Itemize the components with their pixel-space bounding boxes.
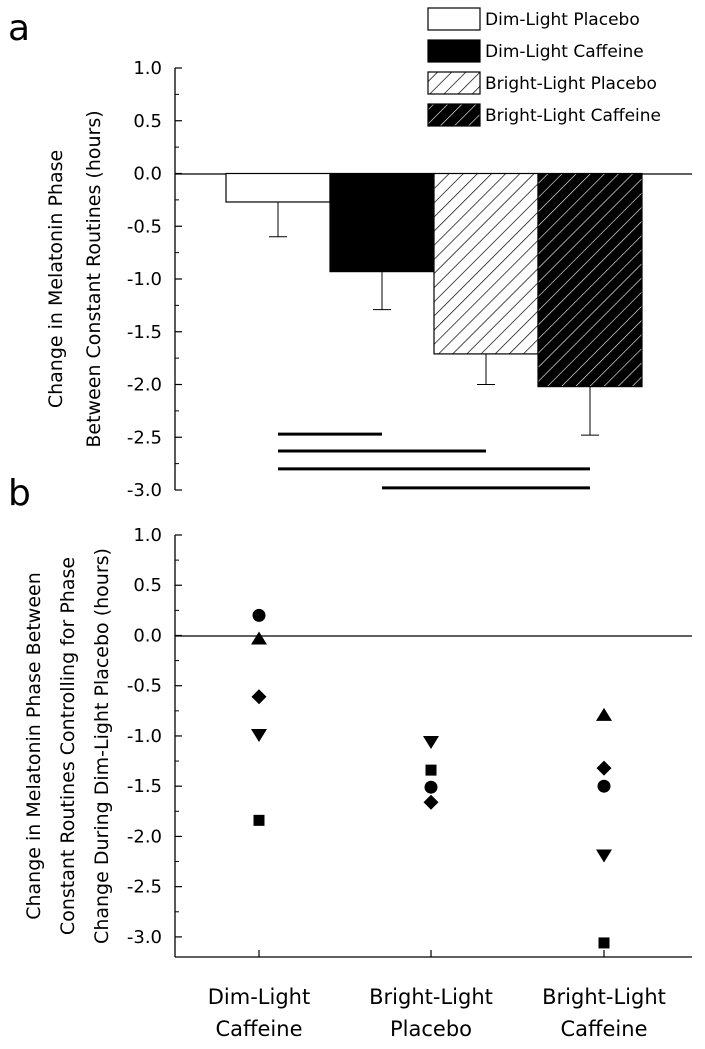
- panel-b-category-label: Dim-Light: [208, 985, 310, 1009]
- panel-b-y-axis-label: Change in Melatonin Phase Between Constan…: [23, 548, 113, 944]
- legend-label: Dim-Light Placebo: [485, 10, 640, 30]
- panel-label-a: a: [8, 8, 30, 49]
- point-square: [598, 937, 610, 949]
- panel-a-legend: Dim-Light Placebo Dim-Light Caffeine Brigh…: [427, 7, 661, 127]
- panel-b-points: [251, 608, 612, 949]
- legend-swatch: [427, 7, 481, 31]
- point-circle: [597, 779, 611, 793]
- legend-label: Bright-Light Caffeine: [485, 106, 661, 126]
- legend-swatch: [427, 39, 481, 63]
- legend-swatch: [427, 103, 481, 127]
- panel-a-y-label-line: Between Constant Routines (hours): [83, 110, 105, 447]
- panel-a-tick-label: -3.0: [127, 480, 162, 501]
- point-triangle-down: [251, 728, 267, 742]
- panel-b-chart: Change in Melatonin Phase Between Constan…: [23, 525, 692, 1041]
- panel-b-tick-label: -1.0: [127, 726, 162, 747]
- panel-b-category-label: Caffeine: [561, 1017, 648, 1041]
- panel-b-tick-label: -1.5: [127, 776, 162, 797]
- legend-label: Dim-Light Caffeine: [485, 42, 644, 62]
- panel-b-tick-label: -3.0: [127, 927, 162, 948]
- point-diamond: [596, 760, 612, 776]
- point-triangle-down: [423, 735, 439, 749]
- panel-b-x-ticks: Dim-Light Caffeine Bright-Light Placebo Brig…: [208, 950, 666, 1041]
- panel-a-significance-bars: [278, 432, 590, 490]
- panel-a-tick-label: -2.0: [127, 375, 162, 396]
- panel-a-tick-label: -1.0: [127, 269, 162, 290]
- panel-b-tick-label: 0.0: [133, 625, 162, 646]
- panel-a-tick-label: -0.5: [127, 216, 162, 237]
- panel-b-category-label: Bright-Light: [369, 985, 493, 1009]
- point-triangle-down: [596, 849, 612, 863]
- point-diamond: [423, 794, 439, 810]
- panel-a-y-axis-label: Change in Melatonin Phase Between Constan…: [45, 110, 105, 447]
- panel-a-tick-label: 0.0: [133, 164, 162, 185]
- panel-a-tick-label: 1.0: [133, 58, 162, 79]
- panel-b-tick-label: -2.0: [127, 826, 162, 847]
- panel-a-error-bars: [269, 201, 599, 436]
- panel-b-tick-label: 1.0: [133, 525, 162, 546]
- panel-a-tick-label: 0.5: [133, 111, 162, 132]
- point-diamond: [251, 689, 267, 705]
- panel-a-chart: Change in Melatonin Phase Between Constan…: [45, 7, 692, 501]
- bar-dim-light-caffeine: [329, 172, 435, 273]
- point-square: [253, 814, 265, 826]
- point-square: [425, 764, 437, 776]
- panel-b-y-ticks: 1.0 0.5 0.0 -0.5 -1.0 -1.5 -2.0 -2.5 -3.0: [127, 525, 182, 948]
- legend-label: Bright-Light Placebo: [485, 74, 657, 94]
- bar-bright-light-placebo: [433, 172, 539, 355]
- panel-b-tick-label: -2.5: [127, 877, 162, 898]
- panel-a-bars: [225, 172, 643, 388]
- point-triangle-up: [251, 631, 267, 645]
- point-triangle-up: [596, 707, 612, 721]
- panel-label-b: b: [8, 473, 31, 514]
- bar-bright-light-caffeine: [537, 172, 643, 388]
- panel-b-category-label: Placebo: [390, 1017, 472, 1041]
- panel-a-tick-label: -2.5: [127, 427, 162, 448]
- panel-b-y-label-line: Constant Routines Controlling for Phase: [57, 557, 79, 935]
- legend-swatch: [427, 71, 481, 95]
- panel-b-category-label: Bright-Light: [542, 985, 666, 1009]
- panel-a-y-ticks: 1.0 0.5 0.0 -0.5 -1.0 -1.5 -2.0 -2.5 -3.0: [127, 58, 182, 501]
- panel-b-y-label-line: Change in Melatonin Phase Between: [23, 572, 45, 920]
- panel-b-tick-label: 0.5: [133, 575, 162, 596]
- point-circle: [252, 608, 266, 622]
- bar-dim-light-placebo: [225, 172, 331, 203]
- panel-b-tick-label: -0.5: [127, 676, 162, 697]
- point-circle: [424, 780, 438, 794]
- panel-b-y-label-line: Change During Dim-Light Placebo (hours): [91, 548, 113, 944]
- panel-a-y-label-line: Change in Melatonin Phase: [45, 150, 67, 408]
- panel-b-category-label: Caffeine: [216, 1017, 303, 1041]
- panel-a-tick-label: -1.5: [127, 322, 162, 343]
